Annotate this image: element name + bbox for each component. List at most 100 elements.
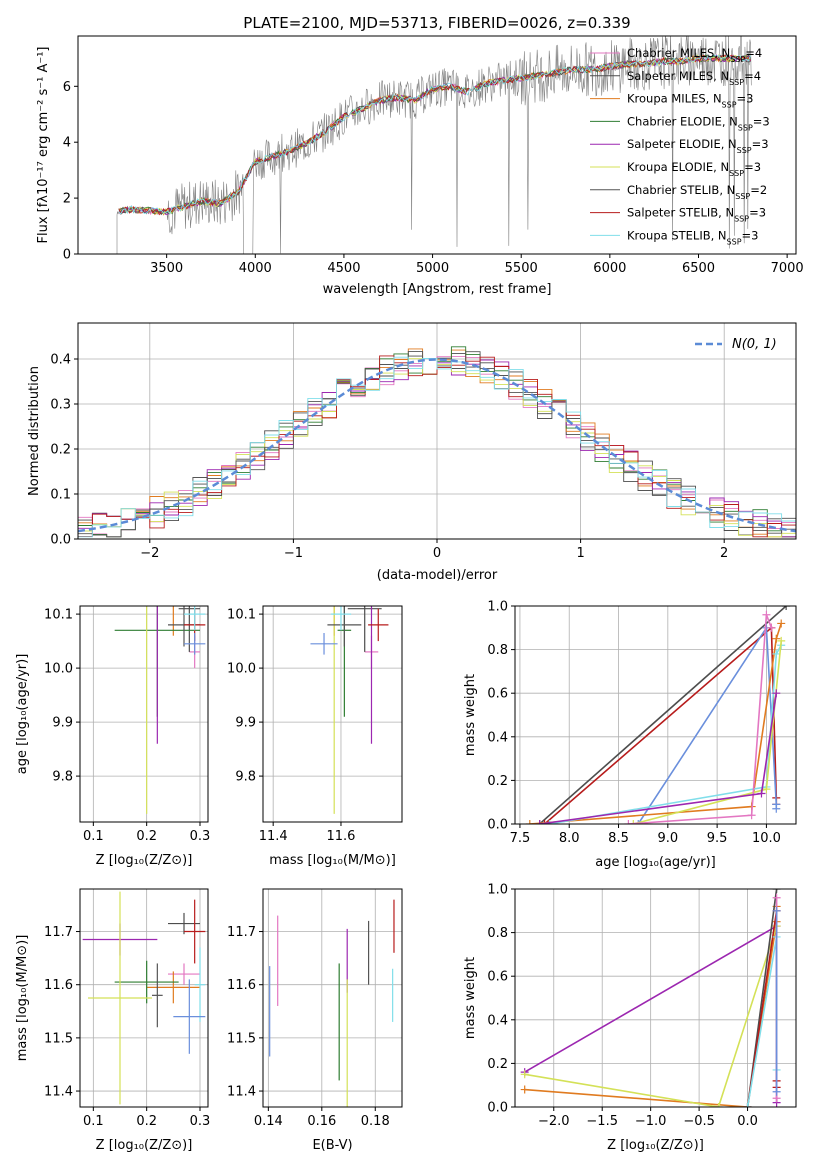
x-tick-label: 7.5 [510,831,531,846]
model-line-kroupa_stelib [118,54,751,215]
y-tick-label: 9.9 [52,716,73,731]
y-tick-label: 11.7 [227,925,256,940]
x-tick-label: 7000 [771,261,804,276]
age_vs_mass-points [310,606,389,814]
x-tick-label: 8.0 [559,831,580,846]
y-tick-label: 11.5 [44,1031,73,1046]
y-axis-label: Normed distribution [27,366,42,496]
x-tick-label: 9.0 [657,831,678,846]
x-tick-label: 4000 [239,261,272,276]
y-axis-label: Flux [fλ10⁻¹⁷ erg cm⁻² s⁻¹ A⁻¹] [36,47,51,244]
point-marker-blue_extra [772,804,781,813]
y-tick-label: 2 [63,192,71,207]
point-marker-kroupa_miles [525,820,534,824]
x-tick-label: 6000 [593,261,626,276]
point-marker-blue_extra [772,906,781,915]
x-axis-label: E(B-V) [312,1138,352,1153]
x-axis-label: mass [log₁₀(M/M⊙)] [269,853,396,868]
figure-title: PLATE=2100, MJD=53713, FIBERID=0026, z=0… [243,14,630,32]
y-tick-label: 0.2 [487,774,508,789]
point-marker-kroupa_miles [772,634,781,643]
y-axis-label: mass weight [463,674,478,756]
weight_vs_age-lines [525,606,791,824]
legend-entry: Salpeter MILES, NSSP=4 [627,69,761,87]
weight_vs_Z-lines [520,889,781,1107]
y-tick-label: 11.6 [44,978,73,993]
x-tick-label: −1 [284,546,303,561]
x-tick-label: 0 [433,546,441,561]
y-tick-label: 0.6 [487,970,508,985]
x-tick-label: 1 [576,546,584,561]
point-marker-kroupa_miles [520,1085,529,1094]
y-tick-label: 11.7 [44,925,73,940]
point-marker-salpeter_miles [782,606,791,610]
y-tick-label: 0.0 [487,818,508,833]
legend-entry: Kroupa STELIB, NSSP=3 [627,228,758,246]
legend-entry: Chabrier MILES, NSSP=4 [627,46,762,64]
legend-entry: Salpeter ELODIE, NSSP=3 [627,137,769,155]
x-axis-label: Z [log₁₀(Z/Z⊙)] [96,1138,193,1153]
series-line-salpeter_elodie [539,693,778,824]
axes-frame [79,888,209,1108]
y-tick-label: 4 [63,136,71,151]
x-tick-label: −0.5 [683,1114,715,1129]
point-marker-chabrier_miles [762,610,771,619]
series-line-kroupa_stelib [549,644,782,824]
legend-entry: Kroupa ELODIE, NSSP=3 [627,160,761,178]
mass_vs_ebv-points [269,899,395,1107]
point-marker-salpeter_elodie [772,689,781,698]
gaussian-legend-label: N(0, 1) [732,337,777,352]
x-axis-label: age [log₁₀(age/yr)] [595,855,716,870]
axes-frame [77,35,797,255]
y-tick-label: 11.4 [227,1085,256,1100]
y-tick-label: 1.0 [487,883,508,898]
y-tick-label: 0.3 [50,398,71,413]
y-tick-label: 0.4 [487,1013,508,1028]
x-tick-label: 0.3 [190,829,211,844]
series-line-salpeter_stelib [544,626,778,824]
axes-frame [77,322,797,540]
spectrum-group [116,36,752,254]
legend-entry: Salpeter STELIB, NSSP=3 [627,206,766,224]
model-line-salpeter_stelib [118,54,751,216]
y-tick-label: 11.6 [227,978,256,993]
y-tick-label: 9.8 [52,770,73,785]
y-axis-label: mass [log₁₀(M/M⊙)] [15,935,30,1062]
point-marker-kroupa_elodie [714,1103,723,1107]
y-tick-label: 10.1 [227,608,256,623]
spectrum-line [116,36,752,254]
y-tick-label: 0.0 [50,533,71,548]
legend-entry: Chabrier ELODIE, NSSP=3 [627,114,770,131]
gaussian-curve [78,358,796,533]
axes-frame [514,888,797,1108]
x-tick-label: 6500 [682,261,715,276]
age_vs_Z-points [114,606,206,814]
y-tick-label: 0.6 [487,687,508,702]
x-tick-label: 0.1 [83,829,104,844]
histogram-group [78,346,796,538]
x-tick-label: −2 [140,546,159,561]
x-tick-label: 0.16 [307,1114,336,1129]
histogram-kroupa_stelib [78,356,796,538]
series-line-chabrier_miles [628,614,773,824]
x-tick-label: 8.5 [608,831,629,846]
legend-entry: Kroupa MILES, NSSP=3 [627,92,753,110]
point-marker-salpeter_elodie [757,789,766,798]
y-tick-label: 0 [63,248,71,263]
y-tick-label: 11.5 [227,1031,256,1046]
x-tick-label: 0.0 [737,1114,758,1129]
point-marker-chabrier_miles [767,623,776,632]
x-tick-label: −1.0 [635,1114,667,1129]
y-tick-label: 10.0 [227,662,256,677]
y-tick-label: 0.4 [50,353,71,368]
model-line-chabrier_stelib [118,54,751,216]
x-axis-label: Z [log₁₀(Z/Z⊙)] [96,853,193,868]
point-marker-chabrier_miles [772,893,781,902]
y-tick-label: 1.0 [487,600,508,615]
y-axis-label: age [log₁₀(age/yr)] [15,654,30,775]
axes-frame [79,605,209,823]
point-marker-kroupa_stelib [545,820,554,824]
x-tick-label: 0.2 [136,1114,157,1129]
x-tick-label: 0.3 [190,1114,211,1129]
x-tick-label: 5000 [416,261,449,276]
